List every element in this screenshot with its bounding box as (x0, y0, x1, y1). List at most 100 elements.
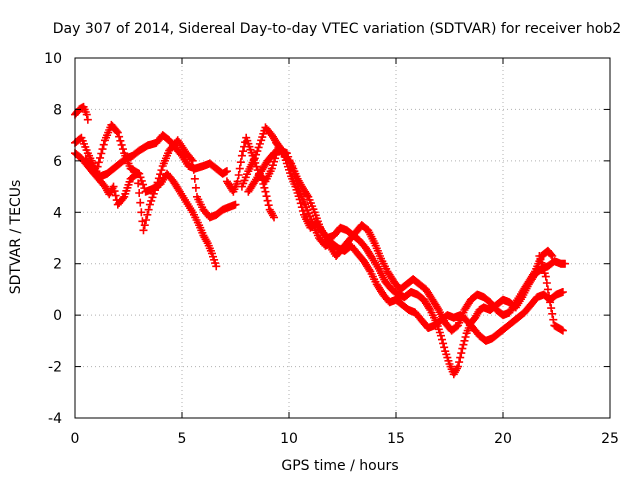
data-point (260, 183, 269, 192)
data-point (270, 213, 279, 222)
data-point (154, 174, 163, 183)
y-tick-label: 2 (53, 257, 62, 273)
x-tick-label: 25 (601, 431, 619, 447)
data-point (143, 210, 152, 219)
data-point (296, 199, 305, 208)
data-point (263, 196, 272, 205)
data-point (115, 132, 124, 141)
data-point (530, 269, 539, 278)
plot-frame (74, 57, 611, 419)
data-point (147, 196, 156, 205)
data-point (111, 191, 120, 200)
x-axis-label: GPS time / hours (281, 458, 398, 474)
data-point (455, 358, 464, 367)
data-point (116, 136, 125, 145)
data-point (458, 344, 467, 353)
y-tick-label: 6 (53, 154, 62, 170)
data-point (253, 147, 262, 156)
data-point (240, 142, 249, 151)
data-point (543, 285, 552, 294)
data-point (259, 180, 268, 188)
data-point (109, 182, 118, 191)
data-point (237, 151, 246, 160)
data-point (152, 182, 161, 191)
data-point (144, 205, 153, 214)
data-point (303, 191, 312, 200)
data-point (548, 252, 557, 260)
data-point (93, 162, 102, 171)
y-axis-label: SDTVAR / TECUs (8, 180, 24, 295)
data-point (142, 216, 151, 224)
data-point (222, 167, 231, 176)
y-tick-label: -2 (48, 360, 62, 376)
data-point (256, 171, 265, 179)
data-point (440, 343, 449, 352)
data-point (548, 309, 557, 318)
data-point (191, 183, 200, 192)
data-points (71, 102, 570, 379)
data-point (558, 288, 567, 296)
data-point (249, 155, 258, 164)
data-point (541, 272, 550, 281)
data-point (157, 166, 166, 175)
data-point (118, 194, 127, 203)
data-point (253, 166, 262, 175)
data-point (238, 147, 247, 156)
data-point (112, 127, 121, 136)
grid-lines (75, 58, 610, 418)
data-point (145, 200, 154, 209)
data-point (262, 192, 271, 201)
chart-title: Day 307 of 2014, Sidereal Day-to-day VTE… (53, 21, 621, 37)
data-point (254, 143, 263, 152)
data-point (97, 149, 106, 158)
data-point (261, 187, 270, 196)
data-point (365, 265, 374, 274)
data-point (561, 259, 570, 268)
data-point (558, 326, 567, 335)
data-point (149, 189, 158, 198)
data-point (454, 362, 463, 371)
data-point (140, 221, 149, 230)
data-point (436, 331, 445, 340)
data-point (189, 165, 198, 174)
data-point (252, 162, 261, 171)
data-point (242, 133, 251, 142)
data-point (110, 187, 119, 196)
data-point (235, 164, 244, 173)
y-tick-label: 4 (53, 205, 62, 221)
data-point (459, 340, 468, 349)
axis-ticks: 0 5 10 15 20 25 -4 -2 0 2 4 6 8 10 (44, 51, 619, 447)
y-tick-label: 8 (53, 102, 62, 118)
data-point (99, 140, 108, 149)
data-point (94, 158, 103, 167)
data-point (298, 207, 307, 215)
series-s10 (535, 252, 567, 335)
data-point (241, 138, 250, 147)
data-point (264, 201, 273, 210)
series-s9 (257, 172, 279, 222)
data-point (133, 169, 142, 178)
data-point (151, 186, 160, 195)
data-point (460, 336, 469, 345)
x-tick-label: 15 (387, 431, 405, 447)
data-point (461, 333, 470, 341)
data-point (190, 174, 199, 183)
data-point (545, 291, 554, 300)
data-point (439, 339, 448, 348)
data-point (118, 145, 127, 154)
data-point (139, 180, 148, 189)
y-tick-label: 10 (44, 51, 62, 67)
data-point (137, 208, 146, 217)
data-point (546, 298, 555, 307)
data-point (117, 140, 126, 149)
data-point (113, 128, 122, 137)
data-point (156, 170, 165, 179)
data-point (425, 304, 434, 313)
series-s3 (71, 131, 231, 181)
data-point (153, 178, 162, 187)
data-point (549, 315, 558, 324)
data-point (98, 145, 107, 154)
data-point (297, 203, 306, 212)
data-point (295, 195, 304, 204)
data-point (131, 170, 140, 179)
